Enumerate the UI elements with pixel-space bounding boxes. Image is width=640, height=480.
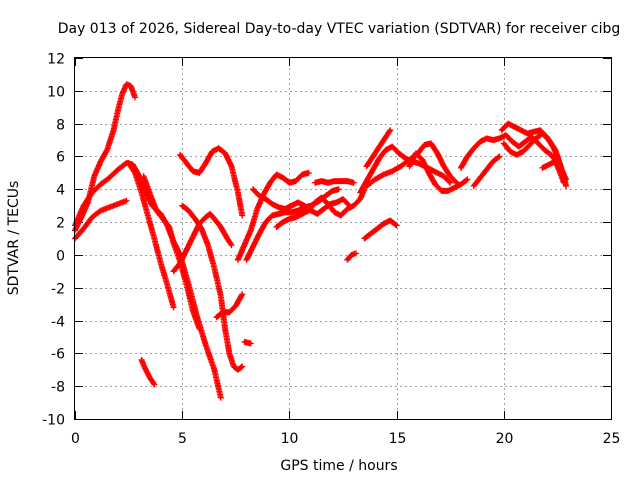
- series-markers: [170, 210, 235, 275]
- x-tick-label: 15: [389, 431, 407, 447]
- series-markers: [177, 145, 246, 219]
- series-markers: [241, 338, 254, 347]
- series-markers: [539, 158, 567, 186]
- series-markers: [213, 291, 246, 321]
- series-markers: [179, 202, 246, 373]
- series-markers: [361, 217, 400, 242]
- x-tick-label: 25: [603, 431, 621, 447]
- y-tick-label: 10: [47, 85, 65, 101]
- y-tick-label: 12: [47, 52, 65, 68]
- series-arc-e: [140, 173, 203, 332]
- series-arc-m: [243, 186, 342, 263]
- series-arc-h: [179, 202, 246, 373]
- series-markers: [138, 356, 158, 388]
- y-axis-label: SDTVAR / TECUs: [6, 181, 22, 296]
- series-arc-o: [273, 186, 368, 230]
- grid: [75, 58, 611, 419]
- series-arc-q: [344, 250, 359, 263]
- series-arc-k: [241, 338, 254, 347]
- series-arc-p: [312, 178, 357, 186]
- series-arc-v: [406, 150, 471, 194]
- y-tick-label: 0: [56, 249, 65, 265]
- y-tick-label: -2: [51, 282, 65, 298]
- series-arc-l: [234, 169, 312, 263]
- series-markers: [234, 169, 312, 263]
- ticks: -10 -8 -6 -4 -2 0 2 4 6 8 10 12 0 5 10 15 20 25: [42, 52, 620, 448]
- x-tick-label: 5: [178, 431, 187, 447]
- y-tick-label: -8: [51, 380, 65, 396]
- data-marks: [72, 81, 569, 401]
- y-tick-label: -4: [51, 315, 65, 331]
- series-arc-t: [363, 127, 394, 170]
- y-tick-label: 4: [56, 183, 65, 199]
- series-markers: [406, 150, 471, 194]
- series-markers: [243, 186, 342, 263]
- x-tick-label: 20: [496, 431, 514, 447]
- y-tick-label: 8: [56, 118, 65, 134]
- series-markers: [344, 250, 359, 263]
- series-markers: [312, 178, 357, 186]
- plot-frame: [74, 57, 612, 420]
- chart-title: Day 013 of 2026, Sidereal Day-to-day VTE…: [58, 21, 621, 37]
- x-tick-label: 0: [71, 431, 80, 447]
- series-arc-r: [361, 217, 400, 242]
- y-tick-label: -10: [42, 413, 65, 429]
- series-markers: [125, 160, 177, 311]
- y-tick-label: 2: [56, 216, 65, 232]
- series-markers: [470, 153, 503, 189]
- x-axis-label: GPS time / hours: [280, 458, 397, 474]
- series-arc-f: [138, 356, 158, 388]
- series-arc-j: [213, 291, 246, 321]
- series-arc-i: [177, 145, 246, 219]
- series-arc-g: [170, 210, 235, 275]
- series-arc-x: [470, 153, 503, 189]
- series-markers: [363, 127, 394, 170]
- series-arc-d: [125, 160, 177, 311]
- series-markers: [273, 186, 368, 230]
- y-tick-label: -6: [51, 347, 65, 363]
- series-arc-aa: [539, 158, 567, 186]
- x-tick-label: 10: [281, 431, 299, 447]
- series-markers: [140, 173, 203, 332]
- y-tick-label: 6: [56, 150, 65, 166]
